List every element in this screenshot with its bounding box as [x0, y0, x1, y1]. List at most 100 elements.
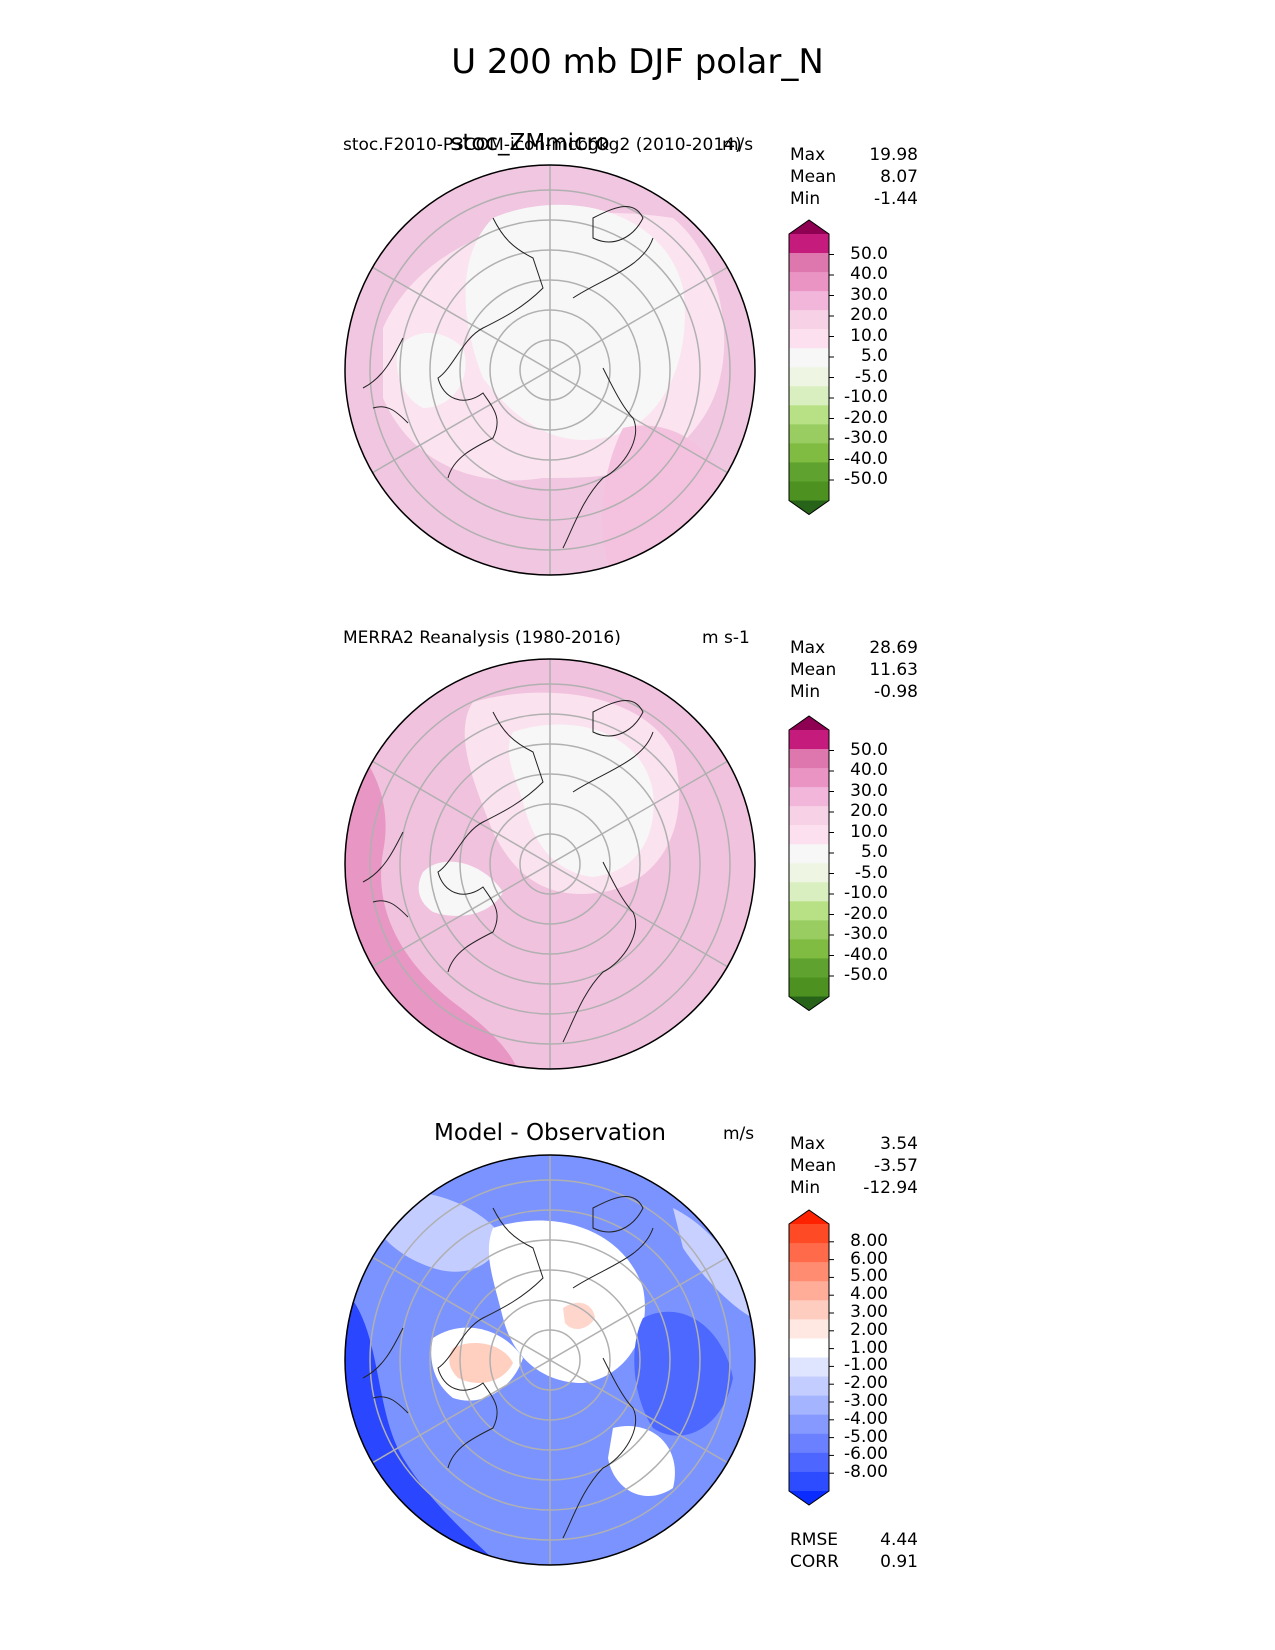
panel1-colorbar-bin [789, 272, 829, 292]
panel2-colorbar-label: -40.0 [844, 944, 888, 965]
panel1-colorbar-bin [789, 424, 829, 444]
panel1-mean-value: 8.07 [880, 167, 918, 187]
panel3-title: Model - Observation [433, 1120, 667, 1146]
panel2-graticule [369, 659, 731, 1069]
panel2-colorbar-bin [789, 730, 829, 750]
panel1-colorbar-extend-max [789, 220, 829, 234]
panel3-colorbar-bin [789, 1300, 829, 1320]
panel3-colorbar-bin [789, 1452, 829, 1473]
panel1-colorbar-bin [789, 443, 829, 463]
panel2-colorbar-bin [789, 882, 829, 902]
panel2-colorbar-bin [789, 787, 829, 807]
panel3-field-light2 [673, 1208, 753, 1318]
panel1-colorbar [788, 219, 834, 516]
panel1-colorbar-label: -20.0 [844, 407, 888, 428]
panel2-min-label: Min [790, 682, 821, 702]
panel2-colorbar-extend-min [789, 996, 829, 1011]
panel3-colorbar-bin [789, 1433, 829, 1454]
panel3-field-positive2 [563, 1302, 595, 1330]
panel3-mean-value: -3.57 [874, 1156, 918, 1176]
panel3-polar-map [344, 1154, 756, 1566]
panel1-colorbar-bin [789, 291, 829, 311]
panel2-colorbar-label: 5.0 [860, 842, 888, 862]
panel2-colorbar-bin [789, 806, 829, 826]
panel1-max-value: 19.98 [869, 145, 918, 165]
panel3-coastlines [362, 1195, 654, 1539]
panel3-colorbar-bin [789, 1281, 829, 1301]
panel3-colorbar-extend-min [789, 1491, 829, 1505]
panel3-mean-label: Mean [790, 1156, 837, 1176]
panel1-colorbar-label: -50.0 [844, 469, 888, 489]
panel1-colorbar-label: 30.0 [850, 284, 888, 305]
panel3-colorbar-label: 4.00 [850, 1284, 888, 1305]
panel1-colorbar-label: 5.0 [860, 346, 888, 366]
panel3-colorbar-bin [789, 1338, 829, 1358]
panel3-colorbar-bin [789, 1395, 829, 1416]
panel2-max-label: Max [790, 638, 826, 658]
panel2-colorbar-bin [789, 768, 829, 788]
panel2-colorbar-bin [789, 749, 829, 769]
panel3-rmse-label: RMSE [790, 1530, 839, 1550]
panel2-colorbar-bin [789, 920, 829, 940]
panel1-title: stoc_ZMmicro [450, 130, 610, 156]
panel3-corr-label: CORR [790, 1552, 839, 1572]
panel2-colorbar-label: -30.0 [844, 924, 888, 944]
panel1-polar-map [344, 164, 756, 576]
panel3-colorbar-outline [788, 1209, 830, 1506]
panel3-map-boundary [344, 1154, 756, 1566]
panel3-field-positive [449, 1343, 513, 1383]
panel3-max-value: 3.54 [880, 1134, 918, 1154]
panel3-colorbar-label: 8.00 [850, 1230, 888, 1251]
panel2-field-white2 [418, 861, 503, 916]
panel2-min-value: -0.98 [874, 682, 918, 702]
panel1-test-label: stoc.F2010-P3COM-icon-mcbgkg2 (2010-2014… [343, 135, 742, 155]
panel1-colorbar-outline [788, 219, 830, 516]
panel3-colorbar-label: 5.00 [850, 1266, 888, 1287]
panel3-colorbar-bin [789, 1376, 829, 1397]
panel3-min-value: -12.94 [863, 1178, 918, 1198]
panel1-colorbar-bin [789, 348, 829, 368]
panel1-colorbar-extend-min [789, 500, 829, 515]
panel3-colorbar-label: -1.00 [844, 1355, 888, 1376]
panel1-coastlines [362, 205, 654, 549]
panel2-colorbar-bin [789, 901, 829, 921]
panel2-colorbar [788, 715, 834, 1012]
panel2-units: m s-1 [702, 628, 750, 648]
panel1-colorbar-bin [789, 367, 829, 387]
panel1-colorbar-bin [789, 310, 829, 330]
panel2-coastlines [362, 699, 654, 1043]
panel2-mean-value: 11.63 [869, 660, 918, 680]
panel3-graticule [369, 1155, 731, 1565]
panel1-field-white2 [396, 333, 466, 408]
panel2-test-label: MERRA2 Reanalysis (1980-2016) [343, 628, 621, 648]
panel2-colorbar-label: 40.0 [850, 760, 888, 780]
panel3-colorbar-label: -5.00 [844, 1426, 888, 1447]
panel3-corr-value: 0.91 [880, 1552, 918, 1572]
panel1-colorbar-label: -10.0 [844, 387, 888, 407]
panel2-max-value: 28.69 [869, 638, 918, 658]
panel2-field-white [508, 724, 654, 877]
panel3-colorbar [788, 1209, 834, 1506]
panel1-units: m/s [722, 135, 754, 155]
panel2-colorbar-outline [788, 715, 830, 1012]
panel3-colorbar-label: 1.00 [850, 1337, 888, 1358]
panel1-colorbar-bin [789, 253, 829, 273]
panel3-colorbar-label: -2.00 [844, 1373, 888, 1394]
panel2-colorbar-bin [789, 863, 829, 883]
panel1-colorbar-bin [789, 481, 829, 501]
panel1-mean-label: Mean [790, 167, 837, 187]
panel2-colorbar-bin [789, 939, 829, 959]
panel3-colorbar-label: -4.00 [844, 1408, 888, 1429]
panel3-colorbar-label: -3.00 [844, 1391, 888, 1411]
panel1-graticule [369, 165, 731, 575]
panel2-colorbar-bin [789, 825, 829, 845]
panel2-colorbar-label: 30.0 [850, 780, 888, 801]
panel3-units: m/s [723, 1124, 755, 1144]
panel3-colorbar-label: -8.00 [844, 1462, 888, 1483]
panel3-colorbar-bin [789, 1319, 829, 1339]
panel1-max-label: Max [790, 145, 826, 165]
panel2-map-boundary [344, 658, 756, 1070]
panel3-colorbar-label: 2.00 [850, 1319, 888, 1340]
panel1-colorbar-label: 20.0 [850, 305, 888, 325]
panel3-colorbar-extend-max [789, 1210, 829, 1224]
